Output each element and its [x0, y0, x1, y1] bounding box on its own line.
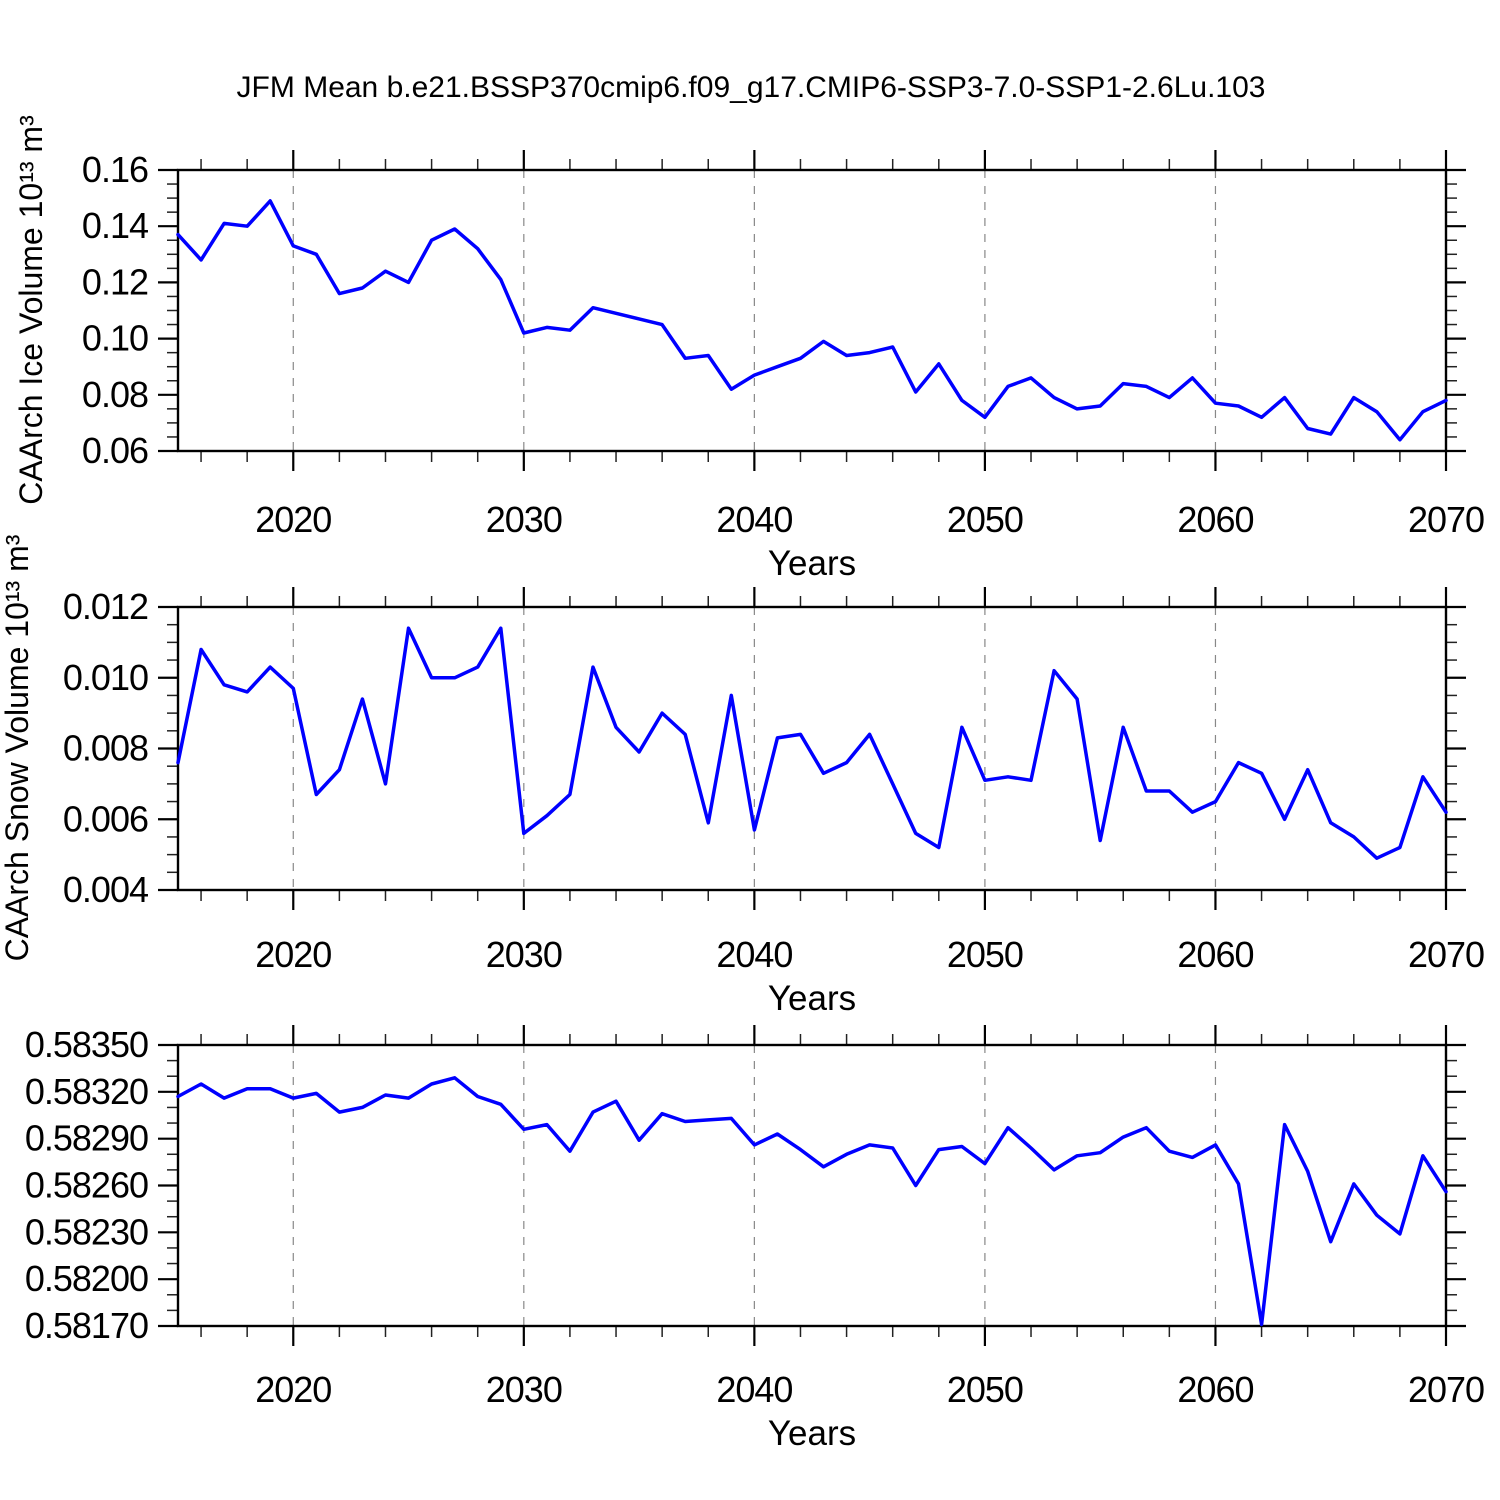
panel3-x-tick-label: 2070 [1408, 1369, 1484, 1410]
panel3-y-tick-label: 0.58350 [25, 1024, 148, 1065]
panel3-y-tick-label: 0.58230 [25, 1211, 148, 1252]
panel2-data-line [176, 626, 1448, 860]
panel2-y-tick-label: 0.008 [63, 728, 148, 769]
panel3-x-tick-label: 2020 [255, 1369, 331, 1410]
panel-2: 2020 2030 2040 2050 2060 2070 0.004 0.006 0.008 0… [63, 586, 1485, 975]
panel1-frame [176, 168, 1448, 453]
panel1-y-tick-label: 0.14 [82, 205, 148, 246]
panel1-x-tick-label: 2060 [1177, 499, 1253, 540]
panel3-x-tick-label: 2050 [947, 1369, 1023, 1410]
panel2-x-tick-label: 2030 [486, 934, 562, 975]
panel3-y-tick-label: 0.58320 [25, 1071, 148, 1112]
panel3-y-tick-label: 0.58290 [25, 1118, 148, 1159]
panel2-x-tick-label: 2050 [947, 934, 1023, 975]
panel-1: 2020 2030 2040 2050 2060 2070 0.06 0.08 0.10 0.12… [82, 149, 1485, 540]
panel1-y-tick-label: 0.10 [82, 318, 148, 359]
panel3-x-tick-label: 2040 [716, 1369, 792, 1410]
panel1-x-tick-label: 2030 [486, 499, 562, 540]
panel2-y-tick-label: 0.010 [63, 657, 148, 698]
panel2-x-tick-label: 2040 [716, 934, 792, 975]
panel2-x-axis-title: Years [768, 979, 856, 1018]
panel3-y-tick-label: 0.58170 [25, 1305, 148, 1346]
panel2-y-axis-title: CAArch Snow Volume 10¹³ m³ [0, 534, 35, 961]
panels-group: 2020 2030 2040 2050 2060 2070 0.06 0.08 0.10 0.12… [25, 149, 1485, 1410]
panel2-y-tick-label: 0.006 [63, 798, 148, 839]
panel3-x-axis-title: Years [768, 1414, 856, 1453]
panel2-x-tick-label: 2060 [1177, 934, 1253, 975]
panel3-frame [176, 1043, 1448, 1328]
chart-title: JFM Mean b.e21.BSSP370cmip6.f09_g17.CMIP… [237, 71, 1266, 104]
panel1-y-tick-label: 0.16 [82, 149, 148, 190]
panel3-y-tick-label: 0.58200 [25, 1258, 148, 1299]
panel2-frame [176, 605, 1448, 892]
panel1-x-tick-label: 2020 [255, 499, 331, 540]
panel2-x-tick-label: 2020 [255, 934, 331, 975]
panel1-y-tick-label: 0.12 [82, 261, 148, 302]
panel-3: 2020 2030 2040 2050 2060 2070 0.58170 0.58200 0.… [25, 1024, 1485, 1410]
panel3-x-tick-label: 2030 [486, 1369, 562, 1410]
panel1-x-axis-title: Years [768, 544, 856, 583]
panel1-x-tick-label: 2040 [716, 499, 792, 540]
panel1-y-tick-label: 0.08 [82, 374, 148, 415]
panel3-x-tick-label: 2060 [1177, 1369, 1253, 1410]
panel3-data-line [176, 1076, 1448, 1327]
panel3-y-tick-label: 0.58260 [25, 1165, 148, 1206]
panel2-x-tick-label: 2070 [1408, 934, 1484, 975]
panel1-x-tick-label: 2050 [947, 499, 1023, 540]
panel1-y-tick-label: 0.06 [82, 430, 148, 471]
panel1-data-line [176, 199, 1448, 442]
panel2-y-tick-label: 0.004 [63, 869, 148, 910]
panel1-x-tick-label: 2070 [1408, 499, 1484, 540]
panel1-y-axis-title: CAArch Ice Volume 10¹³ m³ [13, 115, 49, 505]
panel2-y-tick-label: 0.012 [63, 586, 148, 627]
